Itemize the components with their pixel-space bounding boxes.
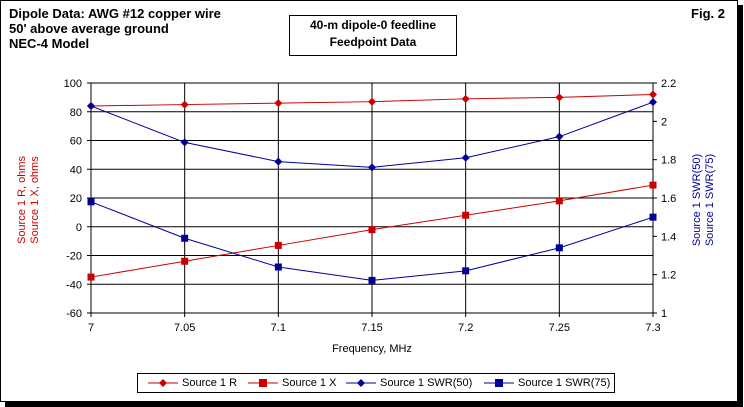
y-tick-label-left: 20 — [70, 193, 82, 205]
y-tick-label-left: 40 — [70, 164, 82, 176]
y-tick-label-left: -60 — [66, 308, 82, 320]
legend-label: Source 1 SWR(75) — [518, 377, 611, 389]
data-point-diamond — [368, 163, 376, 172]
legend-marker-diamond-red — [148, 379, 178, 387]
model-description-line: NEC-4 Model — [9, 36, 90, 51]
legend-marker-square-red — [248, 379, 278, 387]
chart-title-line: 40-m dipole-0 feedline — [309, 18, 437, 32]
data-point-diamond — [368, 97, 376, 106]
chart-frame: Dipole Data: AWG #12 copper wire 50' abo… — [0, 0, 738, 402]
data-point-diamond — [649, 90, 657, 99]
data-point-diamond — [649, 98, 657, 107]
chart-title-box: 40-m dipole-0 feedline Feedpoint Data — [289, 15, 457, 56]
data-point-diamond — [87, 102, 95, 110]
y-tick-label-left: 0 — [76, 222, 82, 234]
data-point-square — [555, 244, 563, 252]
model-description-line: Dipole Data: AWG #12 copper wire — [9, 6, 221, 21]
y-axis-label-left: Source 1 R, ohms — [16, 155, 28, 244]
data-point-diamond — [461, 94, 470, 103]
y-tick-label-right: 1.2 — [661, 270, 676, 282]
data-point-square — [649, 213, 657, 221]
x-tick-label: 7.1 — [271, 322, 286, 334]
chart-title-line: Feedpoint Data — [329, 35, 417, 49]
data-point-square — [368, 226, 376, 234]
y-tick-label-right: 2 — [661, 116, 667, 128]
model-description: Dipole Data: AWG #12 copper wire 50' abo… — [9, 6, 221, 51]
y-tick-label-left: 60 — [70, 136, 82, 148]
legend-label: Source 1 R — [182, 377, 238, 389]
model-description-line: 50' above average ground — [9, 21, 169, 36]
y-tick-label-left: -40 — [66, 279, 82, 291]
y-axis-label-right: Source 1 SWR(75) — [704, 154, 716, 246]
x-tick-label: 7 — [88, 322, 94, 334]
y-tick-label-right: 1.8 — [661, 155, 676, 167]
y-tick-label-right: 1 — [661, 308, 667, 320]
y-tick-label-right: 1.6 — [661, 193, 676, 205]
y-tick-label-left: 100 — [64, 78, 82, 90]
data-point-square — [462, 211, 470, 219]
legend-label: Source 1 SWR(50) — [380, 377, 473, 389]
data-point-square — [649, 181, 657, 189]
dual-axis-line-chart: -60 -40 -20 0 20 40 60 80 100 1 1.2 1.4 1.6 1.8 2 2.2 7 7… — [16, 78, 716, 355]
data-point-square — [87, 273, 95, 281]
data-point-diamond — [461, 153, 470, 162]
data-point-square — [274, 241, 282, 249]
x-tick-label: 7.3 — [645, 322, 660, 334]
data-point-square — [181, 257, 189, 265]
data-point-square — [462, 267, 470, 275]
data-point-square — [555, 197, 563, 205]
data-point-square — [87, 198, 95, 206]
x-tick-label: 7.15 — [361, 322, 382, 334]
data-point-square — [274, 263, 282, 271]
y-tick-label-right: 2.2 — [661, 78, 676, 90]
data-point-diamond — [274, 157, 283, 166]
x-tick-label: 7.2 — [458, 322, 473, 334]
data-point-square — [181, 234, 189, 242]
data-point-diamond — [274, 99, 283, 108]
data-point-diamond — [180, 138, 189, 147]
legend-marker-diamond-blue — [346, 379, 376, 387]
x-axis-label: Frequency, MHz — [332, 343, 412, 355]
legend-label: Source 1 X — [282, 377, 337, 389]
data-point-square — [368, 276, 376, 284]
y-tick-label-right: 1.4 — [661, 231, 676, 243]
x-tick-label: 7.25 — [549, 322, 570, 334]
data-point-diamond — [180, 100, 189, 109]
data-point-diamond — [555, 132, 564, 141]
y-axis-label-right: Source 1 SWR(50) — [691, 154, 703, 246]
y-tick-label-left: 80 — [70, 107, 82, 119]
y-tick-label-left: -20 — [66, 251, 82, 263]
plot-area-border — [90, 82, 654, 314]
data-point-diamond — [555, 93, 564, 102]
legend-marker-square-blue — [484, 379, 514, 387]
figure-label: Fig. 2 — [691, 6, 725, 21]
x-tick-label: 7.05 — [174, 322, 195, 334]
legend: Source 1 R Source 1 X Source 1 SWR(50) S… — [137, 373, 615, 393]
y-axis-label-left: Source 1 X, ohms — [29, 156, 41, 244]
